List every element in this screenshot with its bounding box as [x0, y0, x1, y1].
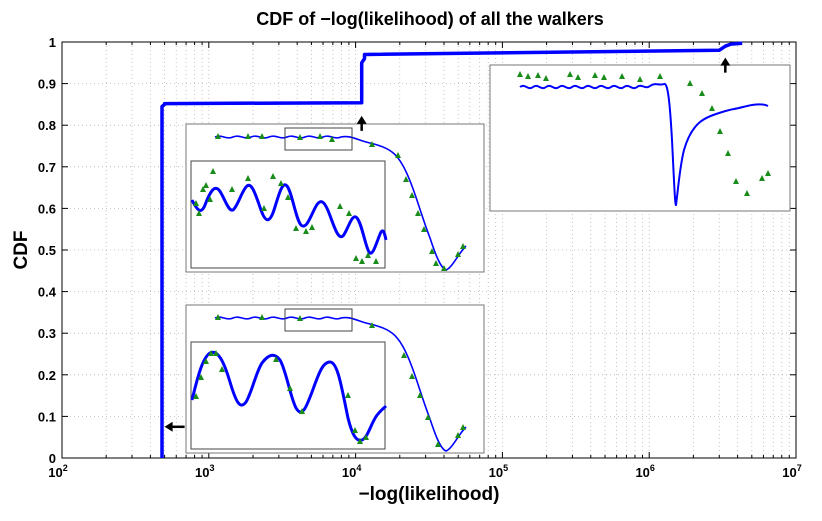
inset-middle-markers	[215, 133, 466, 271]
y-tick-label: 0.9	[38, 77, 56, 92]
x-tick-exponent: 3	[210, 463, 215, 473]
axis-ticks	[61, 41, 797, 459]
x-tick-exponent: 4	[356, 463, 361, 473]
x-tick-label: 102	[48, 463, 67, 480]
x-tick-label: 104	[342, 463, 361, 480]
x-axis-label: −log(likelihood)	[359, 484, 500, 505]
inset-bottom-line	[214, 316, 467, 452]
series-layer	[160, 41, 743, 458]
inset-top-right-line	[519, 82, 769, 207]
y-tick-label: 0.7	[38, 160, 56, 175]
annotation-arrows	[164, 57, 731, 432]
y-tick-label: 0.4	[38, 285, 57, 300]
y-tick-label: 0.6	[38, 201, 56, 216]
y-tick-label: 0	[49, 451, 56, 466]
arrow-up-head	[720, 57, 731, 66]
x-tick-exponent: 6	[650, 463, 655, 473]
x-tick-exponent: 2	[63, 463, 68, 473]
y-tick-label: 0.1	[38, 409, 56, 424]
y-tick-labels: 0 0.1 0.2 0.3 0.4 0.5 0.6 0.7 0.8 0.9 1	[38, 35, 57, 466]
inset-top-right	[489, 64, 791, 212]
inset-top-right-markers	[517, 71, 771, 196]
inset-middle	[185, 123, 485, 273]
x-tick-label: 103	[195, 463, 214, 480]
chart-title: CDF of −log(likelihood) of all the walke…	[256, 9, 604, 29]
inset-bottom	[185, 304, 485, 454]
y-tick-label: 0.8	[38, 118, 56, 133]
x-tick-exponent: 7	[797, 463, 802, 473]
x-tick-label: 107	[782, 463, 801, 480]
arrow-left-head	[164, 421, 173, 432]
y-tick-label: 0.5	[38, 243, 56, 258]
x-tick-label: 105	[489, 463, 508, 480]
x-tick-labels: 102 103 104 105 106 107	[48, 463, 801, 480]
arrow-up-head	[356, 115, 367, 124]
y-tick-label: 0.3	[38, 326, 56, 341]
y-axis-label: CDF	[11, 230, 32, 269]
inset-bottom-markers	[215, 314, 466, 447]
y-tick-label: 1	[49, 35, 56, 50]
x-tick-exponent: 5	[503, 463, 508, 473]
x-tick-label: 106	[635, 463, 654, 480]
inset-middle-zoom-line	[190, 183, 388, 255]
inset-middle-zoom-markers	[193, 168, 379, 264]
inset-bottom-zoom-line	[190, 350, 388, 442]
y-tick-label: 0.2	[38, 368, 56, 383]
inset-bottom-zoom-markers	[193, 350, 369, 444]
cdf-series-line	[160, 41, 743, 458]
